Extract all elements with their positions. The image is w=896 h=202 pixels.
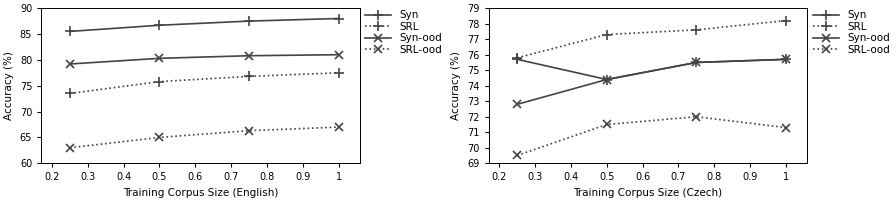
X-axis label: Training Corpus Size (Czech): Training Corpus Size (Czech) (573, 188, 722, 198)
SRL-ood (601, 123, 612, 126)
Syn-ood (601, 78, 612, 81)
SRL-ood (780, 126, 791, 129)
SRL-ood (512, 154, 522, 157)
SRL-ood (65, 146, 75, 149)
Syn (601, 78, 612, 81)
Syn (154, 24, 165, 26)
SRL (333, 72, 344, 74)
SRL-ood (691, 116, 702, 118)
Line: Syn-ood: Syn-ood (513, 55, 790, 108)
Syn-ood (512, 103, 522, 105)
SRL (780, 19, 791, 22)
Syn-ood (691, 61, 702, 64)
Line: Syn: Syn (65, 14, 343, 36)
Syn-ood (780, 58, 791, 61)
SRL (65, 92, 75, 95)
X-axis label: Training Corpus Size (English): Training Corpus Size (English) (123, 188, 279, 198)
Line: SRL-ood: SRL-ood (513, 113, 790, 160)
Legend: Syn, SRL, Syn-ood, SRL-ood: Syn, SRL, Syn-ood, SRL-ood (811, 8, 892, 57)
Syn (65, 30, 75, 33)
Y-axis label: Accuracy (%): Accuracy (%) (4, 51, 14, 120)
Syn (333, 17, 344, 20)
SRL (244, 75, 254, 78)
Line: Syn: Syn (513, 55, 791, 84)
SRL (691, 29, 702, 31)
Syn-ood (244, 55, 254, 57)
SRL (154, 80, 165, 83)
Y-axis label: Accuracy (%): Accuracy (%) (452, 51, 461, 120)
Line: SRL: SRL (513, 16, 791, 63)
SRL-ood (154, 136, 165, 139)
Syn (780, 58, 791, 61)
Syn (244, 20, 254, 22)
SRL-ood (333, 126, 344, 128)
Syn (691, 61, 702, 64)
Syn-ood (154, 57, 165, 60)
Syn-ood (65, 63, 75, 65)
Syn (512, 58, 522, 61)
Line: Syn-ood: Syn-ood (65, 50, 343, 68)
Line: SRL-ood: SRL-ood (65, 123, 343, 152)
SRL (601, 33, 612, 36)
Syn-ood (333, 54, 344, 56)
SRL (512, 57, 522, 59)
SRL-ood (244, 129, 254, 132)
Legend: Syn, SRL, Syn-ood, SRL-ood: Syn, SRL, Syn-ood, SRL-ood (363, 8, 444, 57)
Line: SRL: SRL (65, 68, 343, 98)
